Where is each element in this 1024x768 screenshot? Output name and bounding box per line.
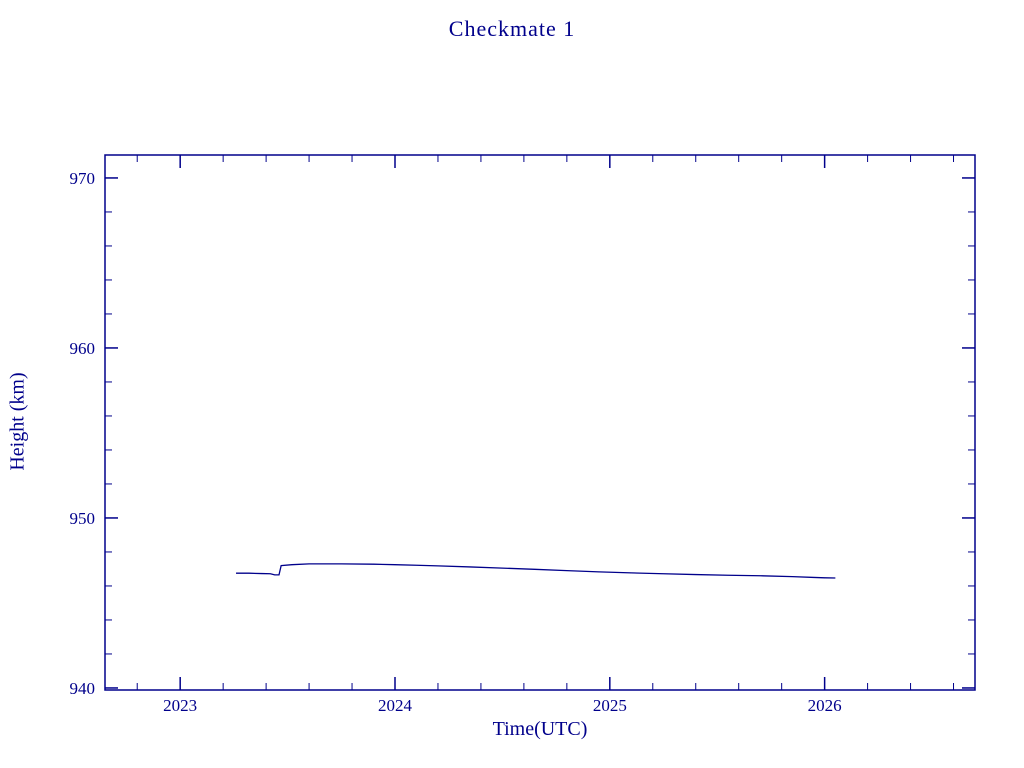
y-tick-label: 940 [70, 679, 96, 698]
plot-frame [104, 154, 976, 691]
x-tick-label: 2024 [378, 696, 413, 715]
x-axis-label: Time(UTC) [492, 718, 588, 740]
y-tick-label: 950 [70, 509, 96, 528]
y-tick-label: 970 [70, 169, 96, 188]
y-axis-label: Height (km) [6, 372, 29, 471]
y-tick-label: 960 [70, 339, 96, 358]
data-series-line [236, 563, 836, 579]
y-axis-label-wrap: Height (km) [7, 272, 30, 572]
chart-title: Checkmate 1 [448, 16, 576, 41]
x-tick-label: 2025 [593, 696, 627, 715]
x-tick-label: 2026 [808, 696, 842, 715]
x-tick-label: 2023 [163, 696, 197, 715]
